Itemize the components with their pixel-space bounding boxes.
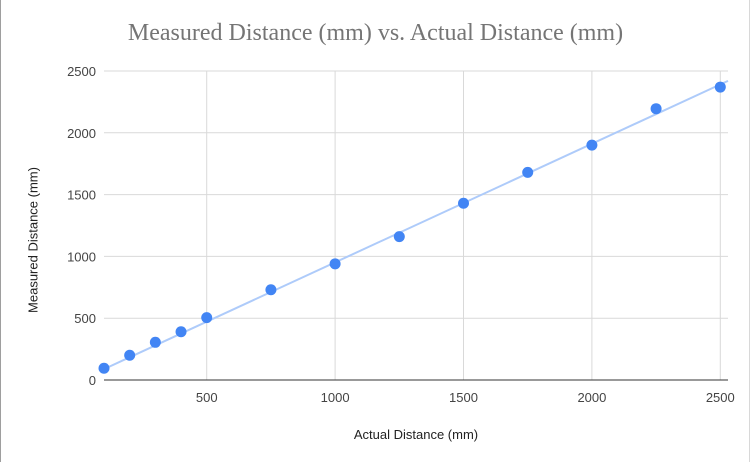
data-point (329, 258, 341, 270)
window-left-border (0, 0, 1, 462)
y-tick-label: 2000 (67, 126, 96, 141)
x-tick-label: 1000 (321, 390, 350, 405)
chart-title: Measured Distance (mm) vs. Actual Distan… (127, 20, 624, 46)
data-point (586, 139, 598, 151)
x-axis-label: Actual Distance (mm) (353, 427, 479, 442)
x-tick-label: 2000 (577, 390, 606, 405)
data-point (124, 349, 136, 361)
data-point (201, 312, 213, 324)
data-point (265, 284, 277, 296)
x-tick-label: 500 (196, 390, 218, 405)
data-point (98, 362, 110, 374)
data-point (175, 326, 187, 338)
y-tick-label: 1000 (67, 249, 96, 264)
y-tick-label: 1500 (67, 188, 96, 203)
window-right-border (749, 0, 750, 462)
data-point (650, 103, 662, 115)
data-point (714, 81, 726, 93)
data-point (458, 197, 470, 209)
x-tick-label: 2500 (706, 390, 735, 405)
y-tick-label: 2500 (67, 64, 96, 79)
data-point (393, 231, 405, 243)
data-point (149, 336, 161, 348)
trendline (103, 79, 729, 371)
x-tick-label: 1500 (449, 390, 478, 405)
y-tick-label: 500 (74, 311, 96, 326)
y-tick-label: 0 (89, 373, 96, 388)
data-point (522, 166, 534, 178)
